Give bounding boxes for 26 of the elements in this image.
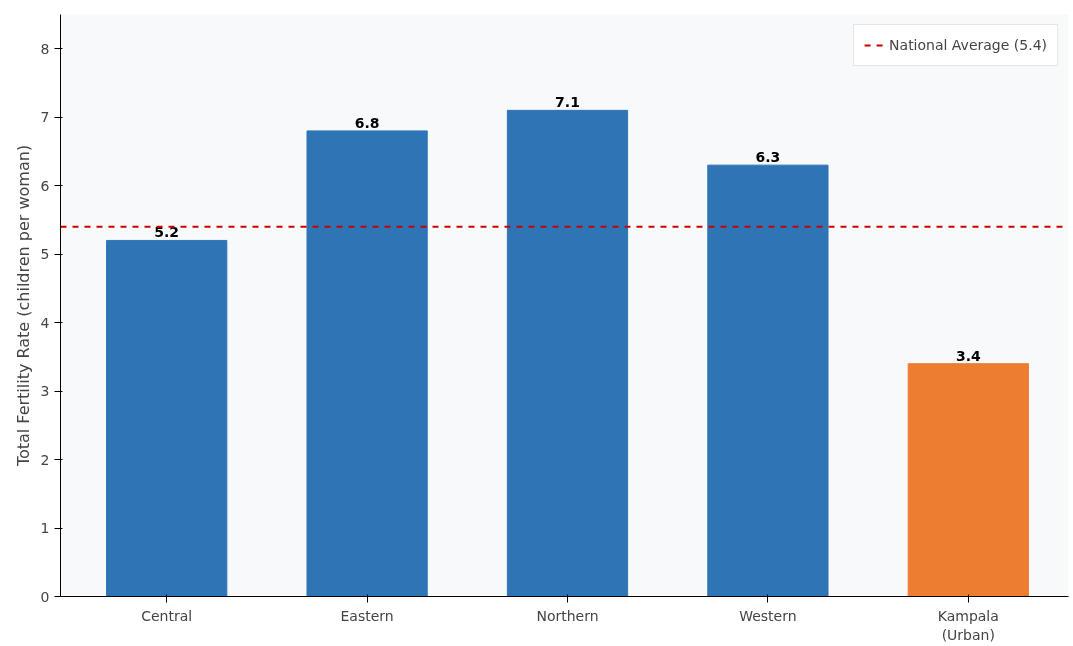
y-tick-label: 5 [40, 246, 50, 263]
y-tick-label: 4 [40, 314, 50, 331]
data-label: 3.4 [955, 347, 981, 364]
y-tick-label: 0 [40, 588, 50, 605]
x-tick-label: Western [739, 607, 797, 624]
y-tick-label: 3 [40, 383, 50, 400]
y-tick-label: 8 [40, 40, 50, 57]
bar [506, 109, 629, 597]
x-tick-label: Eastern [340, 607, 394, 624]
y-tick-label: 6 [40, 177, 50, 194]
y-tick-label: 2 [40, 451, 50, 468]
y-tick-label: 7 [40, 109, 50, 126]
legend-label: National Average (5.4) [889, 37, 1047, 53]
data-label: 6.8 [354, 114, 380, 131]
data-label: 5.2 [154, 224, 180, 241]
x-tick-label: Central [141, 607, 193, 624]
y-axis-title: Total Fertility Rate (children per woman) [13, 144, 33, 468]
data-label: 7.1 [555, 94, 580, 111]
x-tick-label: Kampala (Urban) [937, 607, 999, 643]
x-tick-label: Northern [536, 607, 599, 624]
bar [106, 239, 228, 597]
data-label: 6.3 [755, 149, 781, 166]
bar [707, 164, 829, 597]
bar [306, 130, 428, 597]
bar [907, 363, 1029, 597]
y-tick-label: 1 [40, 520, 50, 537]
